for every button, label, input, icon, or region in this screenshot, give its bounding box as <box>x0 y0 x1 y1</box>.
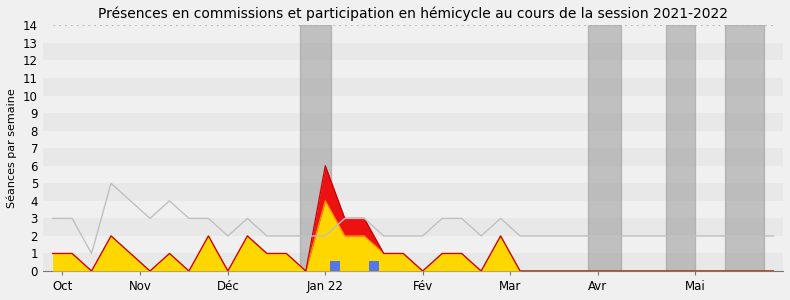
Bar <box>43 201 783 218</box>
Bar <box>43 148 783 166</box>
Bar <box>369 261 379 271</box>
Bar <box>43 166 783 183</box>
Bar <box>43 183 783 201</box>
Bar <box>43 78 783 96</box>
Bar <box>43 26 783 43</box>
Bar <box>43 131 783 148</box>
Bar <box>43 218 783 236</box>
Bar <box>666 26 695 271</box>
Bar <box>589 26 622 271</box>
Bar <box>43 96 783 113</box>
Bar <box>43 113 783 131</box>
Bar <box>43 43 783 61</box>
Title: Présences en commissions et participation en hémicycle au cours de la session 20: Présences en commissions et participatio… <box>98 7 728 21</box>
Bar <box>329 261 340 271</box>
Bar <box>43 254 783 271</box>
Bar <box>300 26 331 271</box>
Bar <box>43 236 783 254</box>
Bar <box>724 26 764 271</box>
Bar <box>43 61 783 78</box>
Y-axis label: Séances par semaine: Séances par semaine <box>7 88 17 208</box>
